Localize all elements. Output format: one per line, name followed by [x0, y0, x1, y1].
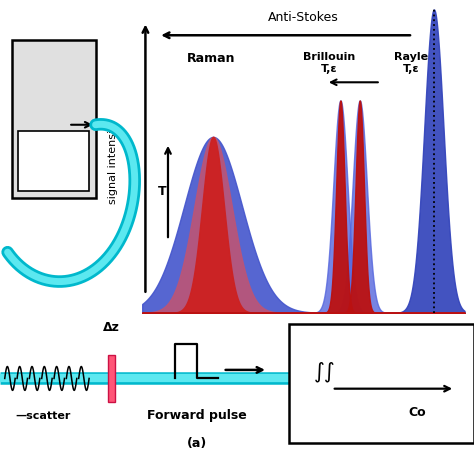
Text: wavele: wavele — [393, 325, 433, 335]
Text: signal intensity: signal intensity — [108, 118, 118, 204]
Text: T: T — [158, 185, 167, 198]
Text: Forward pulse: Forward pulse — [147, 410, 246, 422]
Text: Raman: Raman — [187, 52, 236, 65]
Bar — [12, 40, 96, 198]
Bar — [18, 131, 90, 191]
Text: —scatter: —scatter — [15, 411, 70, 421]
Text: Co: Co — [408, 406, 426, 419]
Text: (b): (b) — [393, 343, 414, 356]
Text: Anti-Stokes: Anti-Stokes — [268, 11, 339, 24]
Text: ∫∫: ∫∫ — [314, 361, 336, 382]
Text: Δz: Δz — [103, 321, 120, 334]
Text: (a): (a) — [187, 437, 207, 450]
Text: Rayle
T,ε: Rayle T,ε — [394, 52, 428, 73]
Text: Brillouin
T,ε: Brillouin T,ε — [303, 52, 356, 73]
Bar — [289, 324, 474, 443]
Text: $\lambda_0$: $\lambda_0$ — [436, 0, 454, 3]
Bar — [108, 355, 115, 402]
